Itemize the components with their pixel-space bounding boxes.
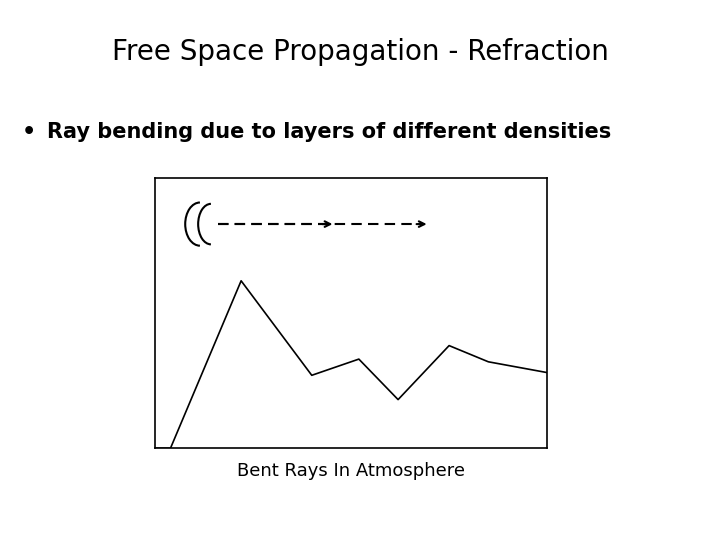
Text: Bent Rays In Atmosphere: Bent Rays In Atmosphere: [237, 462, 465, 480]
Text: Ray bending due to layers of different densities: Ray bending due to layers of different d…: [47, 122, 611, 141]
Text: •: •: [22, 122, 36, 141]
Text: Free Space Propagation - Refraction: Free Space Propagation - Refraction: [112, 38, 608, 66]
